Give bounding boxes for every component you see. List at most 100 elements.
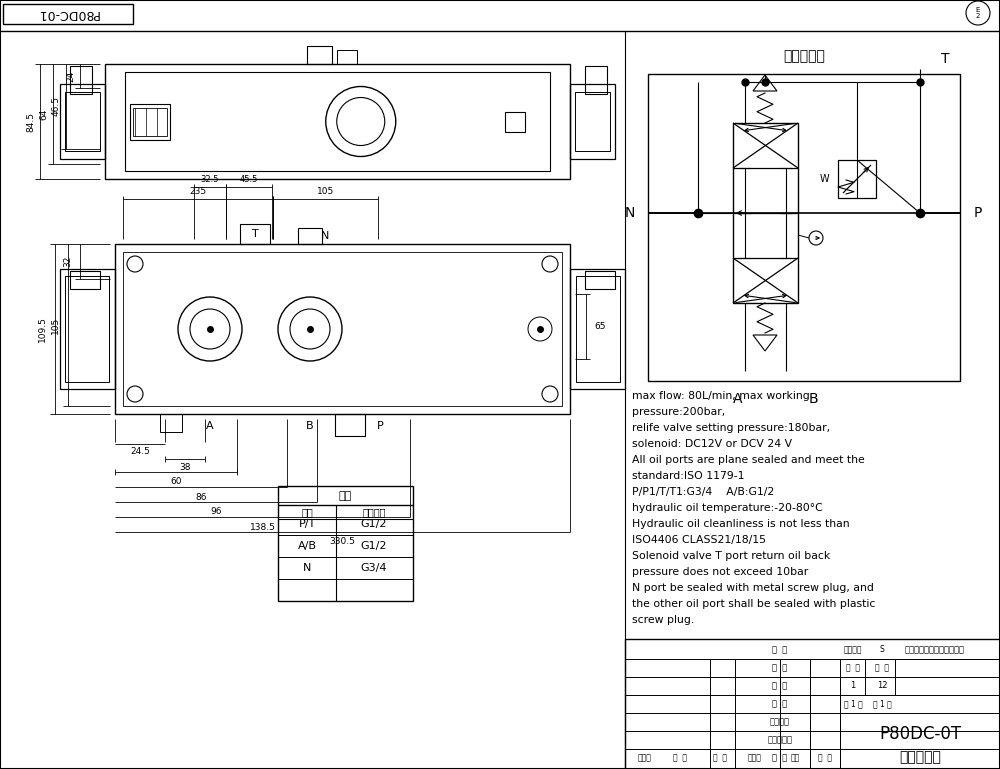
Text: 235: 235 — [189, 187, 207, 195]
Bar — [585, 271, 615, 289]
Text: W: W — [819, 174, 829, 184]
Bar — [105, 64, 570, 179]
Text: P80DC-0T: P80DC-0T — [879, 725, 961, 743]
Text: screw plug.: screw plug. — [632, 615, 694, 625]
Text: 65: 65 — [594, 322, 606, 331]
Bar — [576, 276, 620, 382]
Text: relife valve setting pressure:180bar,: relife valve setting pressure:180bar, — [632, 423, 830, 433]
Bar — [3, 4, 133, 24]
Bar — [65, 92, 100, 151]
Text: 共 1 张: 共 1 张 — [844, 700, 862, 708]
Text: N: N — [321, 231, 329, 241]
Text: solenoid: DC12V or DCV 24 V: solenoid: DC12V or DCV 24 V — [632, 439, 792, 449]
Bar — [570, 84, 615, 159]
Bar — [298, 228, 322, 244]
Bar — [838, 160, 876, 198]
Text: pressure does not exceed 10bar: pressure does not exceed 10bar — [632, 567, 808, 577]
Text: 45.5: 45.5 — [240, 175, 258, 184]
Text: 109.5: 109.5 — [38, 316, 47, 342]
Text: 86: 86 — [195, 492, 207, 501]
Text: 山东范鲁液压科技有限公司: 山东范鲁液压科技有限公司 — [905, 645, 965, 654]
Text: 印  鉴: 印 鉴 — [673, 754, 687, 763]
Text: G3/4: G3/4 — [361, 563, 387, 573]
Text: 阀体: 阀体 — [338, 491, 352, 501]
Text: 工艺检查: 工艺检查 — [770, 717, 790, 727]
Text: 96: 96 — [210, 508, 222, 517]
Text: T: T — [941, 52, 949, 66]
Text: G1/2: G1/2 — [361, 541, 387, 551]
Text: max flow: 80L/min, max working: max flow: 80L/min, max working — [632, 391, 810, 401]
Bar — [133, 108, 167, 135]
Text: P80DC-01: P80DC-01 — [37, 8, 99, 21]
Bar — [335, 414, 365, 436]
Text: 32: 32 — [63, 256, 72, 267]
Text: S: S — [880, 645, 884, 654]
Text: 蜕纹规格: 蜕纹规格 — [362, 507, 386, 517]
Text: A: A — [206, 421, 214, 431]
Text: 第 1 张: 第 1 张 — [873, 700, 891, 708]
Text: 校  对: 校 对 — [772, 700, 788, 708]
Bar — [60, 84, 105, 159]
Text: 审  批: 审 批 — [772, 754, 788, 763]
Text: 330.5: 330.5 — [330, 538, 355, 547]
Text: 比  例: 比 例 — [875, 664, 889, 673]
Text: 24.5: 24.5 — [130, 448, 150, 457]
Text: 38: 38 — [179, 462, 191, 471]
Bar — [625, 639, 1000, 769]
Text: 32.5: 32.5 — [201, 175, 219, 184]
Bar — [70, 66, 92, 94]
Text: 60: 60 — [170, 478, 182, 487]
Text: N port be sealed with metal screw plug, and: N port be sealed with metal screw plug, … — [632, 583, 874, 593]
Bar — [575, 92, 610, 151]
Bar — [70, 271, 100, 289]
Text: 图样标记: 图样标记 — [844, 645, 862, 654]
Text: 105: 105 — [51, 316, 60, 334]
Bar — [337, 50, 357, 64]
Text: hydraulic oil temperature:-20-80°C: hydraulic oil temperature:-20-80°C — [632, 503, 823, 513]
Bar — [278, 486, 413, 601]
Text: G1/2: G1/2 — [361, 519, 387, 529]
Text: N: N — [303, 563, 311, 573]
Text: 138.5: 138.5 — [250, 522, 275, 531]
Text: 1: 1 — [850, 681, 856, 691]
Bar — [240, 224, 270, 244]
Text: P: P — [377, 421, 383, 431]
Text: E
2: E 2 — [976, 6, 980, 19]
Bar — [60, 269, 115, 389]
Text: P: P — [974, 206, 982, 220]
Text: 设  计: 设 计 — [772, 645, 788, 654]
Text: 46.5: 46.5 — [52, 96, 61, 116]
Bar — [115, 244, 570, 414]
Text: A: A — [733, 392, 743, 406]
Bar — [160, 414, 182, 432]
Text: 12: 12 — [877, 681, 887, 691]
Text: 重  量: 重 量 — [846, 664, 860, 673]
Bar — [307, 46, 332, 64]
Bar — [123, 252, 562, 406]
Bar — [130, 104, 170, 139]
Text: 84.5: 84.5 — [26, 112, 35, 131]
Text: Hydraulic oil cleanliness is not less than: Hydraulic oil cleanliness is not less th… — [632, 519, 850, 529]
Text: 签  字: 签 字 — [818, 754, 832, 763]
Text: 审批人: 审批人 — [748, 754, 762, 763]
Text: All oil ports are plane sealed and meet the: All oil ports are plane sealed and meet … — [632, 455, 865, 465]
Text: 一联多路阀: 一联多路阀 — [899, 750, 941, 764]
Text: pressure:200bar,: pressure:200bar, — [632, 407, 725, 417]
Bar — [505, 112, 525, 131]
Text: A/B: A/B — [298, 541, 316, 551]
Bar — [733, 123, 798, 303]
Text: N: N — [625, 206, 635, 220]
Text: 液压原理图: 液压原理图 — [783, 49, 825, 63]
Text: P/T: P/T — [298, 519, 316, 529]
Text: 更改人: 更改人 — [638, 754, 652, 763]
Text: the other oil port shall be sealed with plastic: the other oil port shall be sealed with … — [632, 599, 875, 609]
Bar — [125, 72, 550, 171]
Bar — [648, 74, 960, 381]
Text: 审  图: 审 图 — [772, 681, 788, 691]
Text: B: B — [306, 421, 314, 431]
Text: 105: 105 — [317, 187, 334, 195]
Text: Solenoid valve T port return oil back: Solenoid valve T port return oil back — [632, 551, 830, 561]
Text: 接口: 接口 — [301, 507, 313, 517]
Text: T: T — [252, 229, 258, 239]
Text: 64: 64 — [39, 108, 48, 120]
